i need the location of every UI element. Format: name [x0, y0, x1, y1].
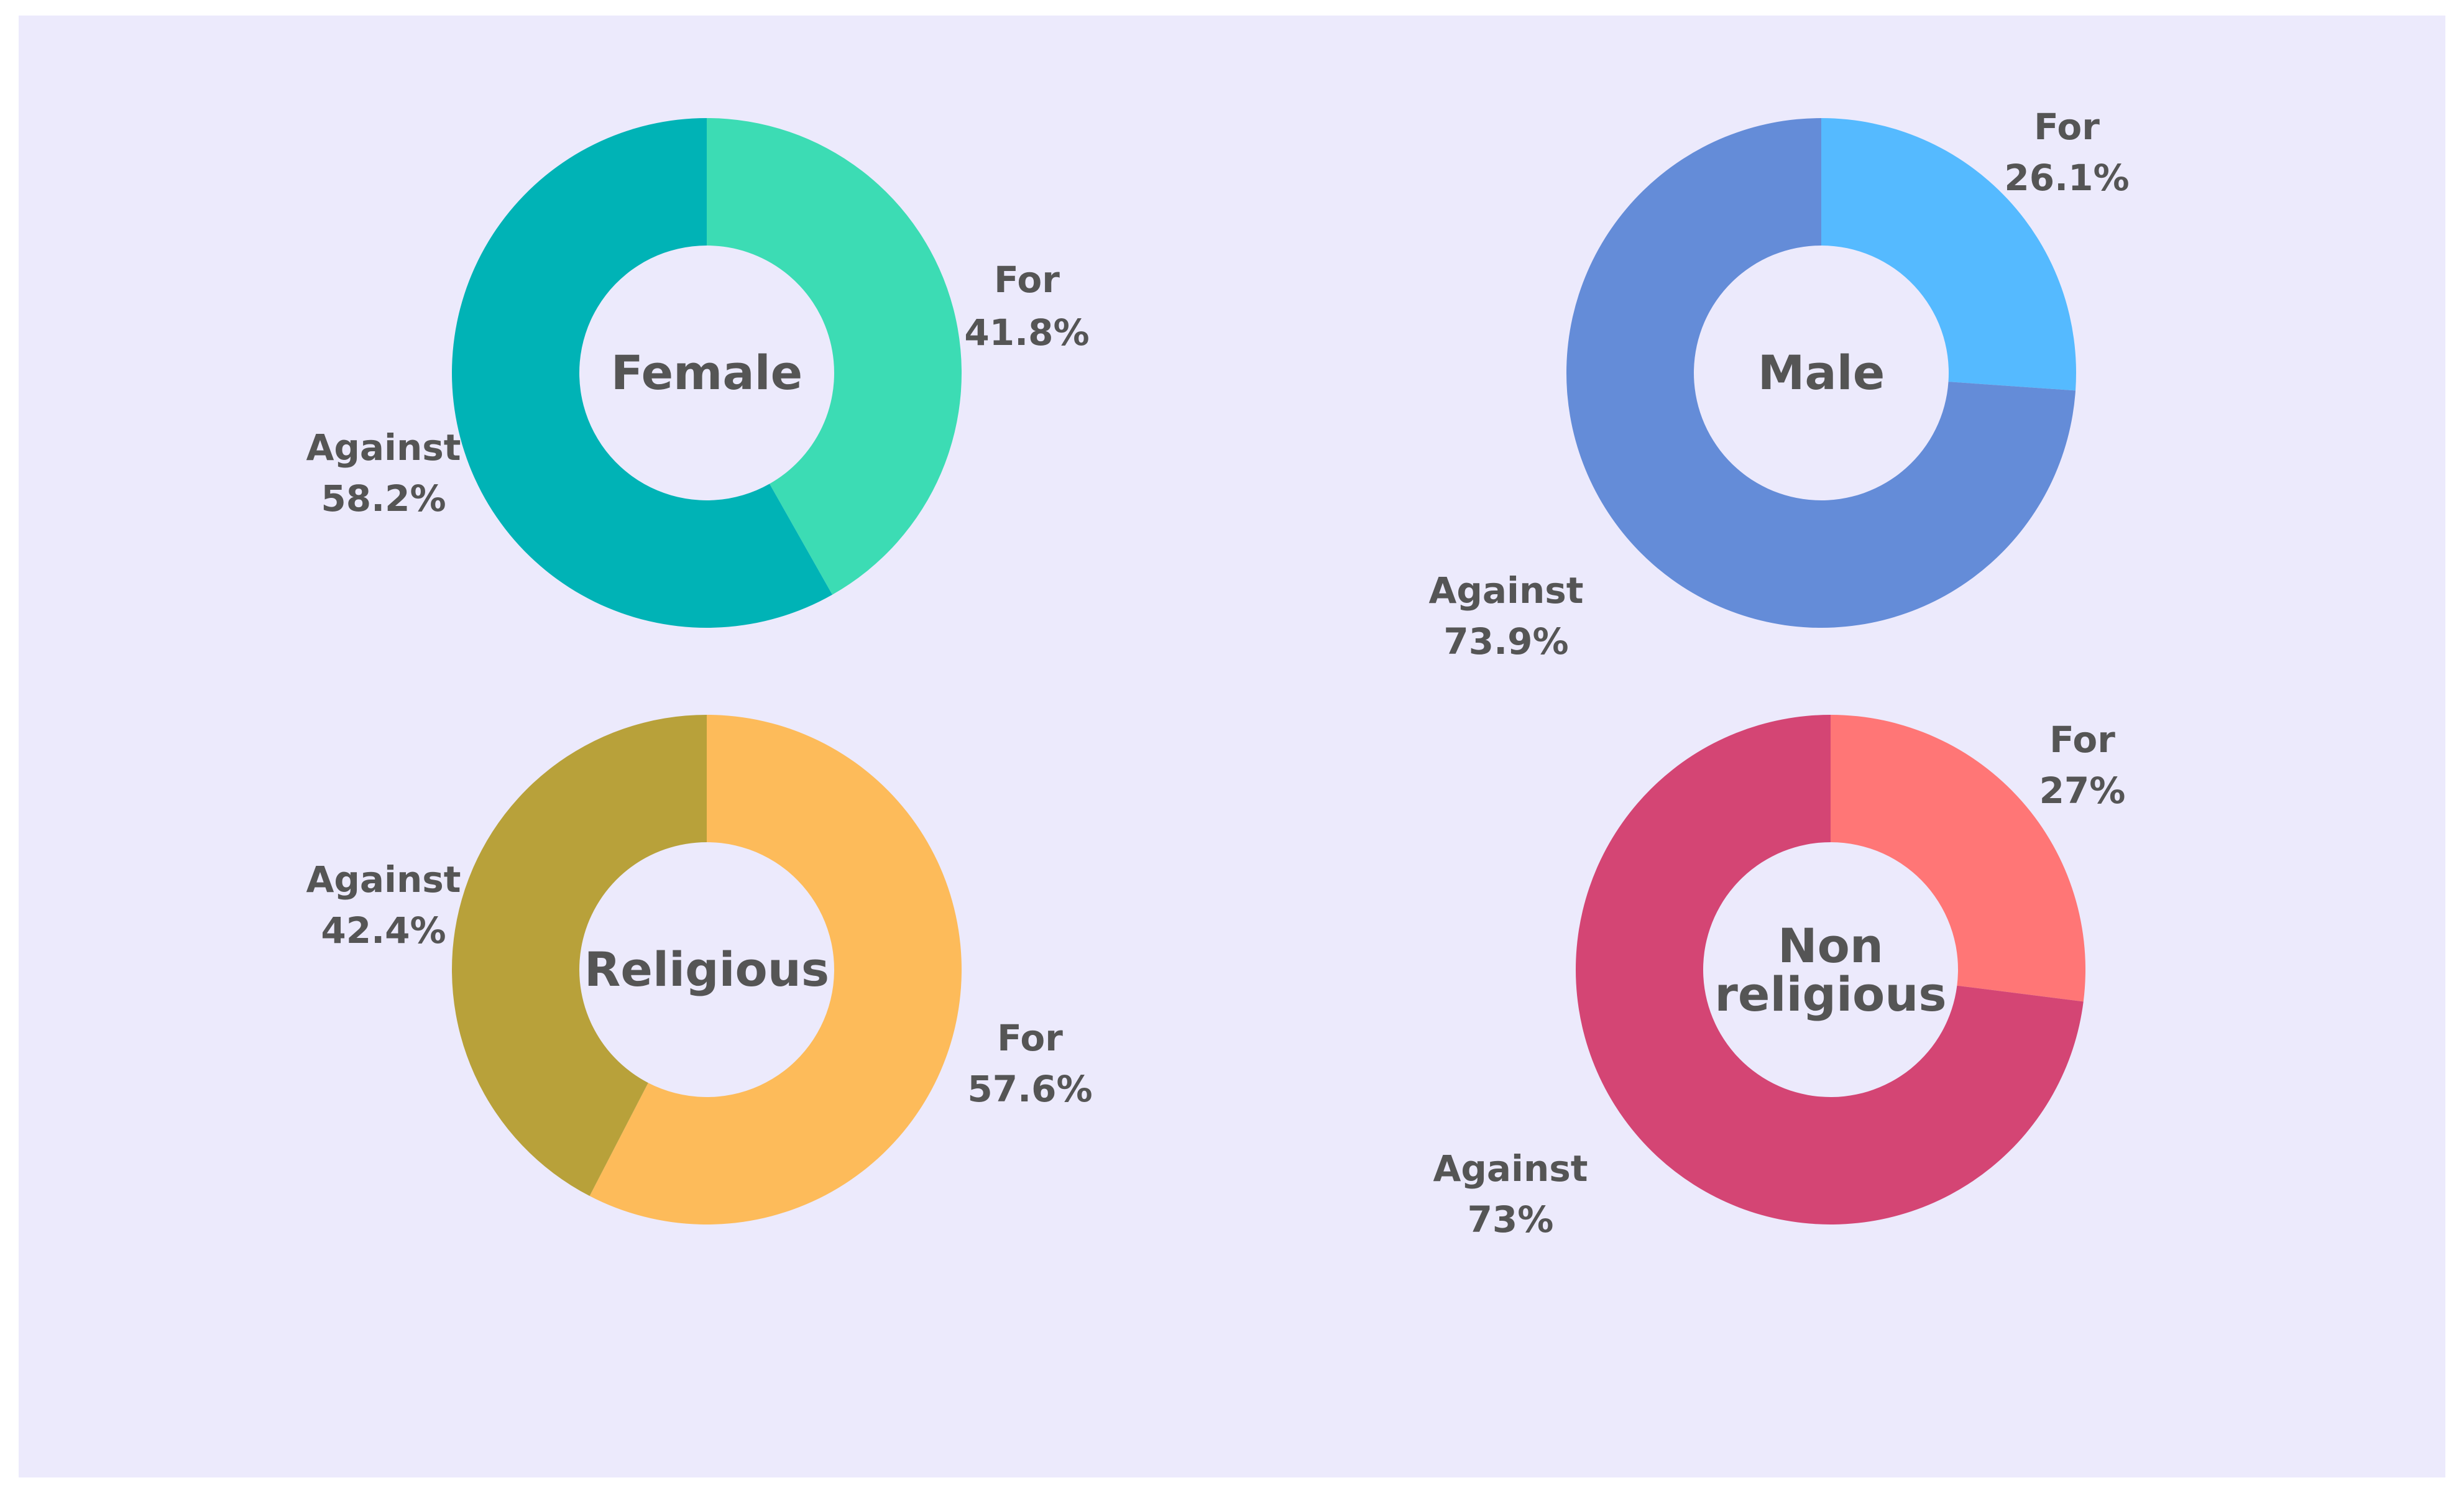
slice-label: Against — [1429, 569, 1584, 612]
donut-2: For 26.1% Against 73.9% Male — [1429, 106, 2130, 663]
donut-1: For 41.8% Against 58.2% Female — [306, 118, 1090, 628]
slice-label: For — [2049, 719, 2115, 761]
slice-label: Against — [306, 426, 461, 469]
slice-against — [1576, 715, 2084, 1224]
slice-for — [1831, 715, 2086, 1002]
slice-value-label: 73.9% — [1443, 620, 1568, 663]
slice-label: Against — [306, 858, 461, 901]
slice-against — [452, 118, 833, 628]
center-title: Female — [611, 345, 802, 400]
slice-value-label: 73% — [1468, 1198, 1554, 1241]
center-title-line: religious — [1714, 967, 1946, 1022]
center-title-line: Non — [1778, 918, 1883, 973]
donut-3: For 57.6% Against 42.4% Religious — [306, 715, 1093, 1224]
slice-against — [1566, 118, 2076, 628]
slice-value-label: 41.8% — [964, 311, 1089, 354]
slice-value-label: 57.6% — [967, 1068, 1092, 1110]
slice-value-label: 27% — [2039, 769, 2126, 812]
slice-value-label: 58.2% — [321, 477, 446, 520]
slice-value-label: 26.1% — [2004, 157, 2129, 199]
slice-label: For — [994, 259, 1060, 301]
slice-label: For — [2034, 106, 2100, 148]
center-title: Male — [1758, 345, 1885, 400]
slice-for — [707, 118, 962, 595]
slice-label: For — [997, 1017, 1063, 1059]
slice-for — [589, 715, 962, 1224]
center-title: Religious — [584, 942, 829, 997]
slice-value-label: 42.4% — [321, 909, 446, 952]
slice-label: Against — [1433, 1147, 1588, 1190]
slice-for — [1821, 118, 2076, 391]
slice-against — [451, 715, 707, 1197]
